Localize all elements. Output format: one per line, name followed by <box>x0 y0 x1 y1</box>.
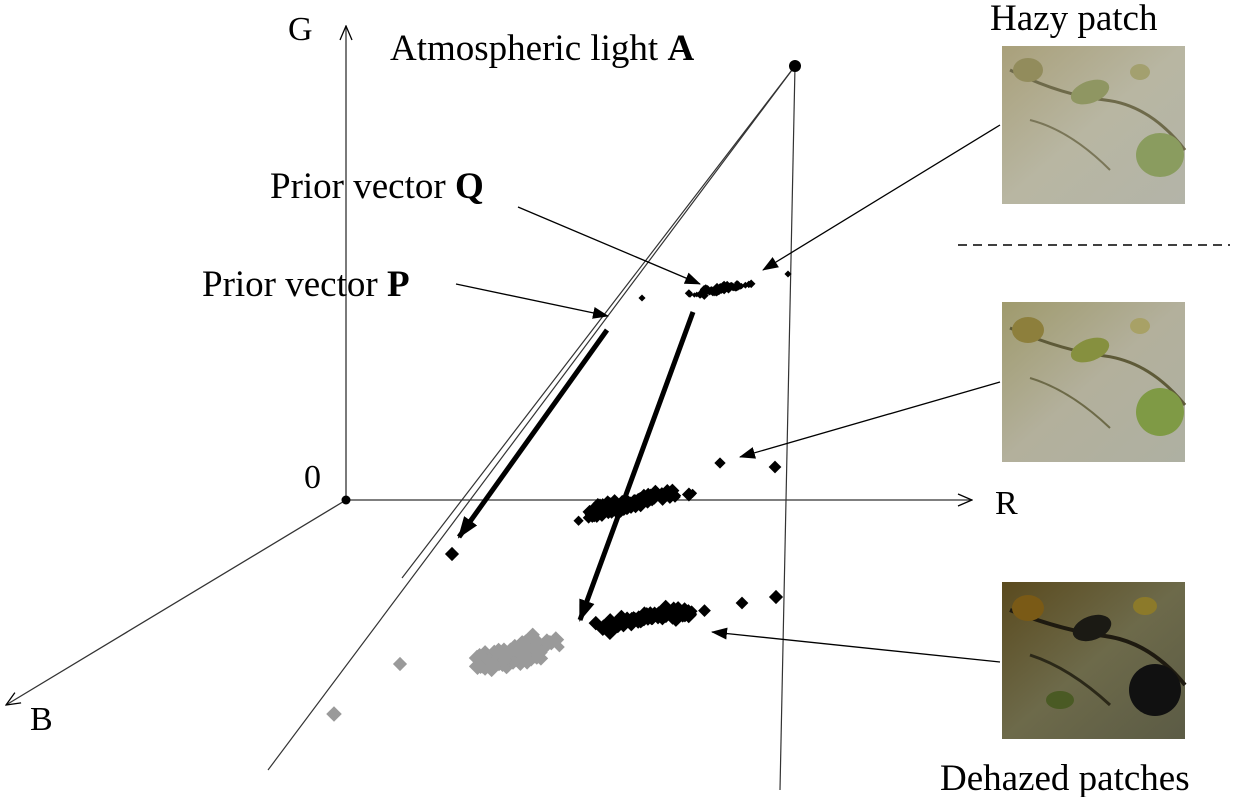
mid-point <box>714 457 726 469</box>
cluster-middle <box>444 457 782 562</box>
b-axis-label: B <box>30 701 53 738</box>
light-ray-left <box>267 65 796 771</box>
dehazed-patch-pointer <box>711 627 1001 663</box>
ghost-point <box>468 657 487 676</box>
prior-p-pointer <box>455 283 609 319</box>
mid-point <box>635 492 646 502</box>
prior-p-arrow <box>456 328 610 539</box>
mid-point <box>688 488 698 498</box>
cluster-top <box>638 270 792 302</box>
mid-point <box>573 515 584 526</box>
light-rays <box>267 60 801 791</box>
dehazed-patch-image <box>1002 582 1187 739</box>
ghost-point <box>326 706 342 722</box>
dehazed-point <box>595 621 611 637</box>
g-axis-label: G <box>288 11 313 48</box>
hazy-point <box>720 282 727 289</box>
origin-point <box>341 495 351 505</box>
atmospheric-light-label: Atmospheric light A <box>390 28 694 69</box>
hazy-patch-image <box>1002 46 1187 204</box>
hazy-patch-pointer <box>762 124 1001 271</box>
dehazed-point <box>642 610 653 621</box>
hazy-point <box>734 280 742 288</box>
dehazed-point <box>768 589 784 605</box>
dehazed-point <box>627 611 642 626</box>
ghost-point <box>392 656 408 672</box>
hazy-point <box>699 285 709 294</box>
r-axis-label: R <box>995 485 1018 522</box>
prior-q-pointer <box>517 206 701 285</box>
prior-vector-arrows <box>456 311 696 622</box>
hazy-point <box>638 294 646 302</box>
atmospheric-light-point <box>789 60 801 72</box>
ghost-cluster <box>326 627 565 722</box>
ghost-point <box>513 635 531 652</box>
b-axis <box>6 499 347 705</box>
dehazed-point <box>698 604 711 618</box>
dehazed-point <box>675 608 690 623</box>
mid-point <box>768 460 782 474</box>
cluster-bottom <box>588 589 784 641</box>
hazy-point <box>784 270 792 278</box>
prior-vector-q-label: Prior vector Q <box>270 166 484 207</box>
dehazed-patches-title: Dehazed patches <box>940 758 1190 797</box>
intermediate-patch-image <box>1002 302 1187 462</box>
mid-point <box>665 483 680 498</box>
hazy-point <box>710 286 718 294</box>
hazy-patch-title: Hazy patch <box>990 0 1158 39</box>
mid-point <box>595 498 610 512</box>
mid-point <box>642 498 653 509</box>
prior-q-arrow <box>577 311 696 622</box>
ghost-point <box>503 647 516 659</box>
mid-point <box>656 488 668 499</box>
dehazed-point <box>615 617 631 633</box>
prior-vector-p-label: Prior vector P <box>202 264 410 305</box>
axes: G R B 0 <box>6 11 1018 738</box>
mid-patch-pointer <box>739 381 1001 459</box>
pointer-lines <box>455 124 1001 663</box>
hazy-point <box>691 292 698 298</box>
dehazed-point <box>735 596 749 610</box>
light-ray-right <box>779 65 796 791</box>
hazy-point <box>684 289 694 298</box>
light-ray-mid <box>401 65 796 579</box>
origin-label: 0 <box>304 459 321 496</box>
ghost-point <box>554 641 565 653</box>
mid-point <box>444 546 460 562</box>
